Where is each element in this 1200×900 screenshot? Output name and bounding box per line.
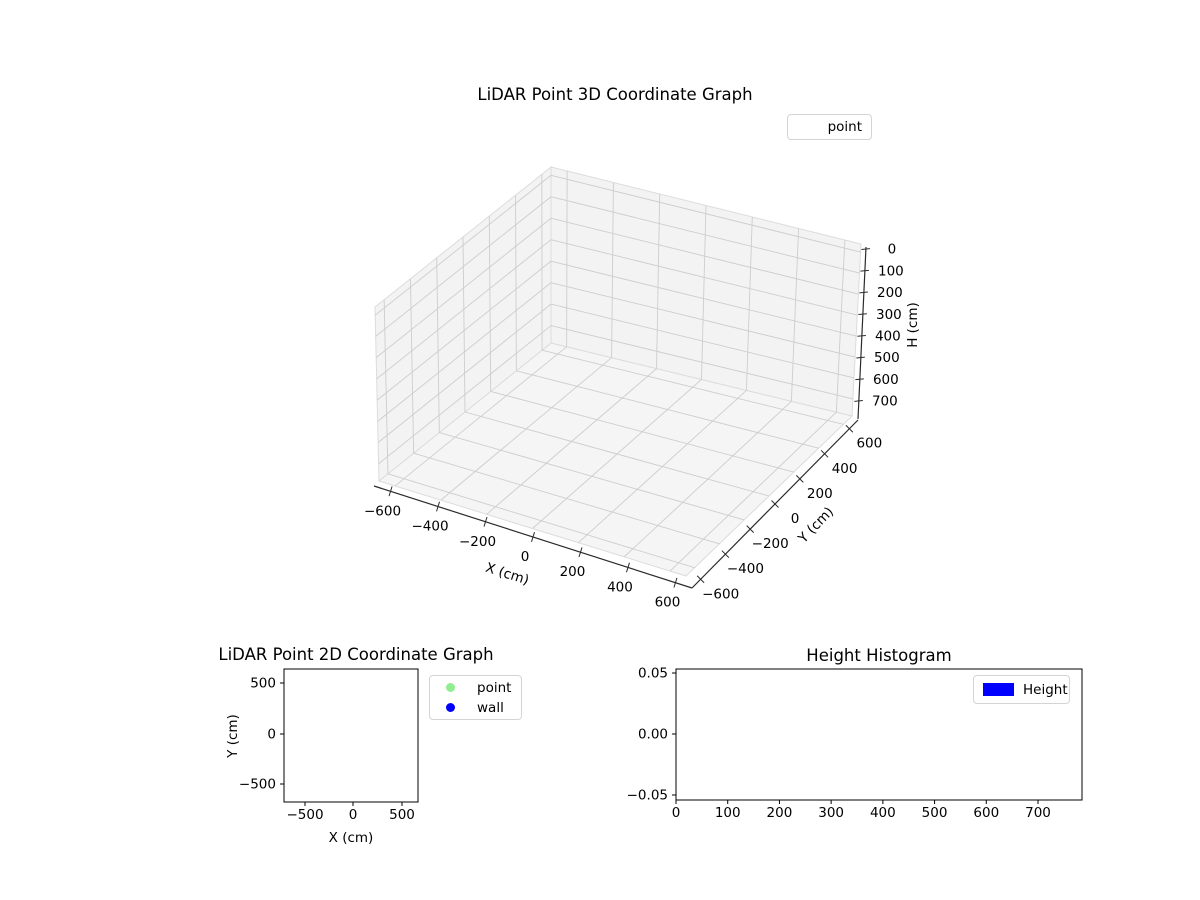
svg-text:400: 400 [875, 328, 901, 344]
svg-text:0: 0 [267, 727, 276, 743]
histogram-legend: Height [973, 675, 1070, 704]
svg-text:600: 600 [973, 805, 999, 821]
plot2d-frame [283, 668, 419, 803]
svg-text:600: 600 [856, 436, 882, 452]
plot2d-title: LiDAR Point 2D Coordinate Graph [218, 645, 494, 664]
svg-text:500: 500 [874, 350, 900, 366]
point-marker-icon [446, 683, 455, 692]
height-swatch-icon [983, 683, 1014, 696]
svg-text:0: 0 [791, 511, 800, 527]
wall-marker-icon [446, 703, 455, 712]
svg-text:500: 500 [922, 805, 948, 821]
svg-text:200: 200 [560, 564, 586, 580]
svg-text:0: 0 [672, 805, 681, 821]
svg-text:100: 100 [878, 263, 904, 279]
legend-item-point: point [827, 119, 862, 135]
svg-text:400: 400 [607, 579, 633, 595]
svg-text:−500: −500 [286, 807, 323, 823]
svg-text:0: 0 [888, 242, 897, 258]
histogram-tick-labels: 0.05 0.00 −0.050 100 200 300 400 500 600 700 [627, 666, 1051, 821]
svg-text:700: 700 [1025, 805, 1051, 821]
plot3d-panes [374, 165, 862, 577]
svg-text:100: 100 [715, 805, 741, 821]
svg-text:−400: −400 [411, 519, 448, 535]
svg-text:200: 200 [877, 285, 903, 301]
svg-text:300: 300 [876, 307, 902, 323]
histogram-axes: 0.05 0.00 −0.050 100 200 300 400 500 600 700 [627, 666, 1083, 821]
svg-text:−400: −400 [727, 561, 764, 577]
svg-text:500: 500 [250, 676, 276, 692]
plot3d-title: LiDAR Point 3D Coordinate Graph [477, 85, 753, 104]
histogram-title: Height Histogram [806, 646, 952, 665]
plot3d-gridlines [374, 171, 861, 572]
svg-text:−0.05: −0.05 [627, 788, 668, 804]
plot2d-legend: point wall [429, 675, 522, 720]
plot3d-yaxis-label: Y (cm) [795, 504, 838, 547]
plot2d-axes: 500 0 −500 −500 0 500 X (cm) Y (cm) [225, 668, 419, 846]
svg-text:400: 400 [832, 461, 858, 477]
svg-text:200: 200 [807, 486, 833, 502]
legend-item-point: point [430, 680, 521, 696]
svg-text:500: 500 [389, 807, 415, 823]
legend-item-wall: wall [430, 700, 521, 716]
svg-text:700: 700 [872, 394, 898, 410]
svg-text:400: 400 [870, 805, 896, 821]
svg-text:−600: −600 [364, 503, 401, 519]
plot2d-xaxis-label: X (cm) [329, 830, 374, 846]
svg-text:200: 200 [767, 805, 793, 821]
plot3d-legend: point [787, 114, 872, 140]
svg-text:0: 0 [521, 549, 530, 565]
legend-item-wall-label: wall [477, 699, 504, 716]
plot3d-tick-labels: −600−600−400−400−200 −2000020020040040060… [364, 242, 904, 611]
svg-text:600: 600 [655, 595, 681, 611]
svg-text:600: 600 [873, 372, 899, 388]
plot3d-zaxis-label: H (cm) [905, 302, 921, 348]
svg-text:0.00: 0.00 [638, 727, 668, 743]
svg-text:−500: −500 [239, 777, 276, 793]
legend-item-height-label: Height [1023, 681, 1068, 698]
svg-text:−600: −600 [702, 586, 739, 602]
legend-item-point-label: point [477, 679, 512, 696]
plot3d-axes: −600−600−400−400−200 −2000020020040040060… [364, 165, 921, 611]
plot2d-yaxis-label: Y (cm) [225, 714, 241, 759]
svg-text:0.05: 0.05 [638, 666, 668, 682]
plot2d-tick-labels: 500 0 −500 −500 0 500 [239, 676, 415, 823]
plot3d-spines [373, 246, 870, 589]
svg-text:−200: −200 [752, 536, 789, 552]
svg-text:−200: −200 [459, 534, 496, 550]
svg-text:0: 0 [349, 807, 358, 823]
svg-text:300: 300 [818, 805, 844, 821]
